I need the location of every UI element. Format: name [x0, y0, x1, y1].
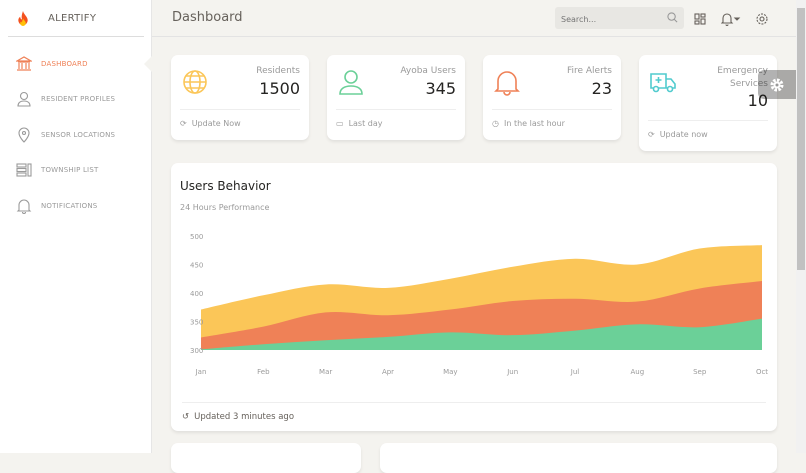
- history-icon: ↺: [182, 412, 190, 422]
- stat-footer-text: Update now: [659, 130, 708, 139]
- refresh-icon: ⟳: [648, 130, 655, 139]
- top-navbar: Dashboard: [152, 0, 796, 37]
- bell-icon: [494, 71, 520, 96]
- stat-footer-text: Last day: [348, 119, 383, 128]
- stat-card-ayoba-users: Ayoba Users 345 ▭ Last day: [327, 55, 465, 140]
- stat-card-residents: Residents 1500 ⟳ Update Now: [171, 55, 309, 140]
- chart-footer-text: Updated 3 minutes ago: [194, 412, 295, 422]
- sidebar: ALERTIFY DASHBOARD RESIDENT PROFILES SEN…: [0, 0, 152, 453]
- users-behavior-card: Users Behavior 24 Hours Performance 300 3…: [171, 163, 777, 431]
- sidebar-item-notifications[interactable]: NOTIFICATIONS: [0, 188, 152, 224]
- search-icon[interactable]: [667, 12, 678, 23]
- stat-value: 23: [591, 79, 612, 98]
- divider: [182, 402, 766, 403]
- divider: [180, 109, 300, 110]
- sidebar-item-sensor-locations[interactable]: SENSOR LOCATIONS: [0, 117, 152, 153]
- user-icon: [17, 92, 31, 107]
- sidebar-item-label: SENSOR LOCATIONS: [41, 130, 116, 139]
- gear-icon: [770, 78, 784, 91]
- x-tick-label: Jan: [195, 368, 207, 376]
- ambulance-icon: [650, 73, 676, 93]
- clock-icon: ◷: [492, 119, 499, 128]
- y-tick-label: 300: [190, 347, 203, 355]
- divider: [336, 109, 456, 110]
- stat-value: 1500: [259, 79, 300, 98]
- sidebar-item-resident-profiles[interactable]: RESIDENT PROFILES: [0, 82, 152, 118]
- x-tick-label: Jun: [506, 368, 518, 376]
- x-tick-label: May: [443, 368, 457, 376]
- divider: [648, 120, 768, 121]
- sidebar-item-dashboard[interactable]: DASHBOARD: [0, 46, 152, 82]
- stat-card-fire-alerts: Fire Alerts 23 ◷ In the last hour: [483, 55, 621, 140]
- map-pin-icon: [18, 127, 30, 143]
- stat-footer[interactable]: ⟳ Update Now: [180, 119, 241, 128]
- x-tick-label: Mar: [319, 368, 332, 376]
- flame-icon: [18, 10, 28, 26]
- sidebar-item-label: TOWNSHIP LIST: [41, 166, 99, 175]
- sidebar-item-township-list[interactable]: TOWNSHIP LIST: [0, 153, 152, 189]
- x-tick-label: Feb: [257, 368, 270, 376]
- stat-card-emergency-services: Emergency Services 10 ⟳ Update now: [639, 55, 777, 151]
- settings-plugin-button[interactable]: [758, 70, 796, 99]
- stat-footer-text: Update Now: [191, 119, 241, 128]
- search-box: [555, 7, 684, 31]
- page-title: Dashboard: [172, 10, 243, 25]
- stat-value: 10: [747, 91, 768, 110]
- calendar-icon: ▭: [336, 119, 344, 128]
- bell-icon: [16, 199, 32, 214]
- stat-label: Residents: [256, 66, 300, 76]
- stat-label: Emergency Services: [717, 66, 768, 89]
- y-tick-label: 350: [190, 319, 203, 327]
- scrollbar[interactable]: [796, 0, 806, 453]
- chart-title: Users Behavior: [180, 179, 271, 193]
- sidebar-nav: DASHBOARD RESIDENT PROFILES SENSOR LOCAT…: [0, 46, 152, 224]
- brand-name: ALERTIFY: [48, 12, 97, 24]
- bottom-card-left: [171, 443, 361, 473]
- sidebar-item-label: NOTIFICATIONS: [41, 201, 98, 210]
- stat-label: Ayoba Users: [400, 66, 456, 76]
- dashboard-grid-icon[interactable]: [693, 12, 707, 26]
- chart-subtitle: 24 Hours Performance: [180, 203, 270, 212]
- search-input[interactable]: [555, 8, 655, 31]
- sidebar-item-label: RESIDENT PROFILES: [41, 95, 116, 104]
- bank-icon: [16, 56, 32, 71]
- scrollbar-thumb[interactable]: [797, 8, 805, 270]
- refresh-icon: ⟳: [180, 119, 187, 128]
- x-tick-label: Aug: [630, 368, 644, 376]
- chart-footer: ↺ Updated 3 minutes ago: [182, 412, 294, 422]
- stat-value: 345: [425, 79, 456, 98]
- users-behavior-chart: 300 350 400 450 500 Jan Feb Mar Apr May Jun Jul Aug S…: [190, 233, 768, 376]
- user-icon: [339, 70, 363, 95]
- stat-footer: ▭ Last day: [336, 119, 382, 128]
- y-tick-label: 400: [190, 290, 203, 298]
- stat-label: Fire Alerts: [566, 66, 612, 76]
- active-indicator: [144, 55, 153, 73]
- stat-footer[interactable]: ⟳ Update now: [648, 130, 708, 139]
- stat-footer-text: In the last hour: [503, 119, 565, 128]
- divider: [492, 109, 612, 110]
- y-tick-label: 500: [190, 233, 203, 241]
- x-tick-label: Oct: [756, 368, 768, 376]
- area-series-2: [201, 318, 762, 350]
- sidebar-item-label: DASHBOARD: [41, 59, 88, 68]
- brand[interactable]: ALERTIFY: [8, 0, 144, 37]
- notifications-dropdown-icon[interactable]: [721, 12, 741, 26]
- stat-footer: ◷ In the last hour: [492, 119, 565, 128]
- list-icon: [16, 163, 32, 177]
- x-tick-label: Apr: [382, 368, 394, 376]
- y-tick-label: 450: [190, 262, 203, 270]
- x-tick-label: Sep: [693, 368, 707, 376]
- bottom-card-right: [380, 443, 777, 473]
- settings-gear-icon[interactable]: [755, 12, 769, 26]
- x-tick-label: Jul: [570, 368, 580, 376]
- globe-icon: [183, 70, 207, 94]
